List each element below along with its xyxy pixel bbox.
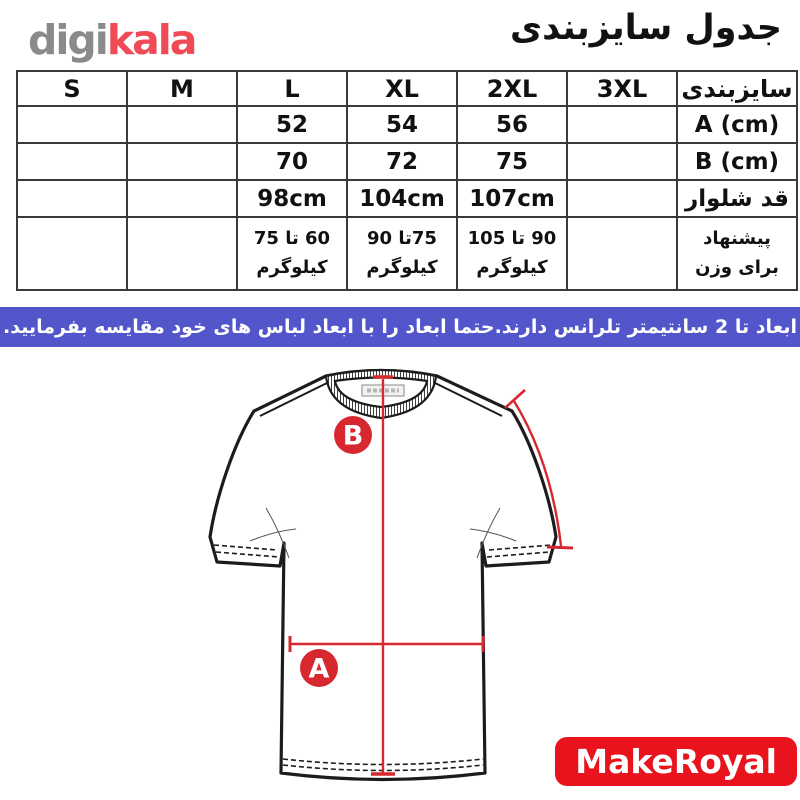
shoulder-seams <box>259 381 503 417</box>
table-row-a: 52 54 56 A (cm) <box>16 105 798 144</box>
size-cell <box>126 142 238 181</box>
logo-gray-text: digi <box>28 16 109 64</box>
underarm-marks <box>249 507 517 559</box>
size-cell: 90 تا 105 کیلوگرم <box>456 216 568 291</box>
size-table: S M L XL 2XL 3XL سایزبندی 52 54 56 A (cm… <box>16 70 798 291</box>
point-b-label: B <box>343 421 364 452</box>
measure-sleeve-top-tick <box>504 389 526 409</box>
size-cell: 54 <box>346 105 458 144</box>
size-cell <box>126 105 238 144</box>
row-label-cell: قد شلوار <box>676 179 798 218</box>
size-cell <box>16 105 128 144</box>
size-cell <box>126 179 238 218</box>
page-title: جدول سایزبندی <box>510 8 782 48</box>
size-header-cell: M <box>126 70 238 107</box>
size-header-cell: 2XL <box>456 70 568 107</box>
size-cell: 70 <box>236 142 348 181</box>
tolerance-notice-banner: ابعاد تا 2 سانتیمتر تلرانس دارند.حتما اب… <box>0 307 800 347</box>
size-cell: 104cm <box>346 179 458 218</box>
size-cell: 56 <box>456 105 568 144</box>
size-cell: 60 تا 75 کیلوگرم <box>236 216 348 291</box>
table-row-weight: 60 تا 75 کیلوگرم 75تا 90 کیلوگرم 90 تا 1… <box>16 216 798 291</box>
size-cell <box>16 179 128 218</box>
size-header-cell: L <box>236 70 348 107</box>
size-cell <box>566 105 678 144</box>
size-cell: 75تا 90 کیلوگرم <box>346 216 458 291</box>
brand-badge: MakeRoyal <box>555 737 797 786</box>
point-a-marker: A <box>300 649 338 687</box>
digikala-logo: digikala <box>28 20 197 61</box>
row-label-cell: پیشنهاد برای وزن <box>676 216 798 291</box>
table-header-row: S M L XL 2XL 3XL سایزبندی <box>16 70 798 107</box>
size-cell <box>566 179 678 218</box>
size-cell <box>16 142 128 181</box>
measure-sleeve-bottom-tick <box>546 545 574 550</box>
size-cell: 72 <box>346 142 458 181</box>
point-b-marker: B <box>334 416 372 454</box>
measure-sleeve-curve <box>512 400 563 547</box>
size-cell: 107cm <box>456 179 568 218</box>
size-header-cell: S <box>16 70 128 107</box>
row-label-cell: B (cm) <box>676 142 798 181</box>
size-cell <box>566 216 678 291</box>
size-cell: 52 <box>236 105 348 144</box>
size-cell <box>126 216 238 291</box>
size-header-cell: XL <box>346 70 458 107</box>
table-row-pants-length: 98cm 104cm 107cm قد شلوار <box>16 179 798 218</box>
size-header-cell: 3XL <box>566 70 678 107</box>
row-label-cell: A (cm) <box>676 105 798 144</box>
logo-red-text: kala <box>106 16 198 64</box>
size-cell: 75 <box>456 142 568 181</box>
measurement-lines <box>288 375 574 776</box>
tshirt-drawing: B A <box>208 368 574 782</box>
size-header-label-cell: سایزبندی <box>676 70 798 107</box>
table-row-b: 70 72 75 B (cm) <box>16 142 798 181</box>
size-cell <box>16 216 128 291</box>
size-cell <box>566 142 678 181</box>
size-cell: 98cm <box>236 179 348 218</box>
point-a-label: A <box>309 654 330 685</box>
tshirt-measurement-diagram: B A <box>180 355 620 795</box>
